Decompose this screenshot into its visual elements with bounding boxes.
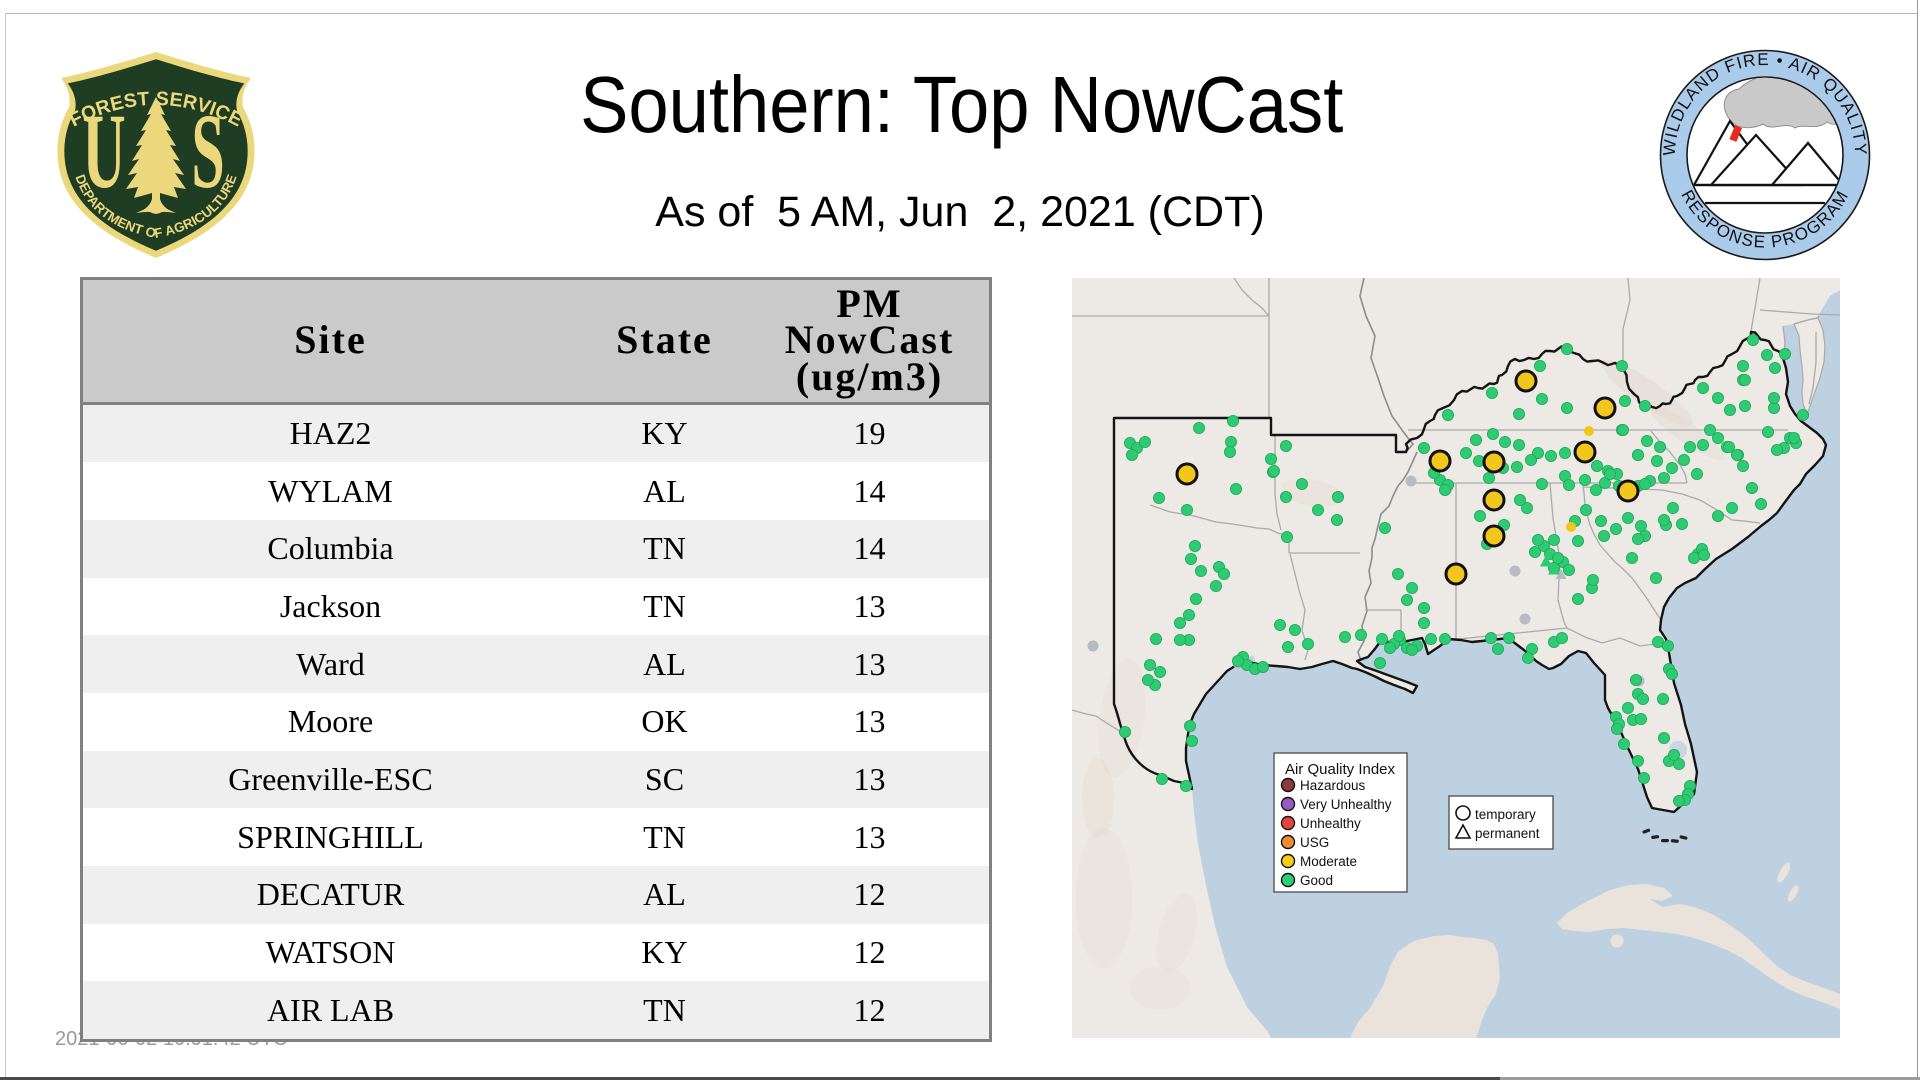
svg-text:U: U: [82, 92, 125, 210]
svg-text:permanent: permanent: [1475, 826, 1540, 841]
svg-text:temporary: temporary: [1475, 807, 1536, 822]
svg-text:Very Unhealthy: Very Unhealthy: [1300, 797, 1392, 812]
svg-text:USG: USG: [1300, 835, 1329, 850]
svg-text:Air Quality Index: Air Quality Index: [1285, 761, 1396, 778]
svg-text:Moderate: Moderate: [1300, 854, 1357, 869]
svg-text:Unhealthy: Unhealthy: [1300, 816, 1361, 831]
svg-text:Good: Good: [1300, 873, 1333, 888]
svg-text:S: S: [191, 92, 224, 210]
svg-text:Hazardous: Hazardous: [1300, 778, 1366, 793]
